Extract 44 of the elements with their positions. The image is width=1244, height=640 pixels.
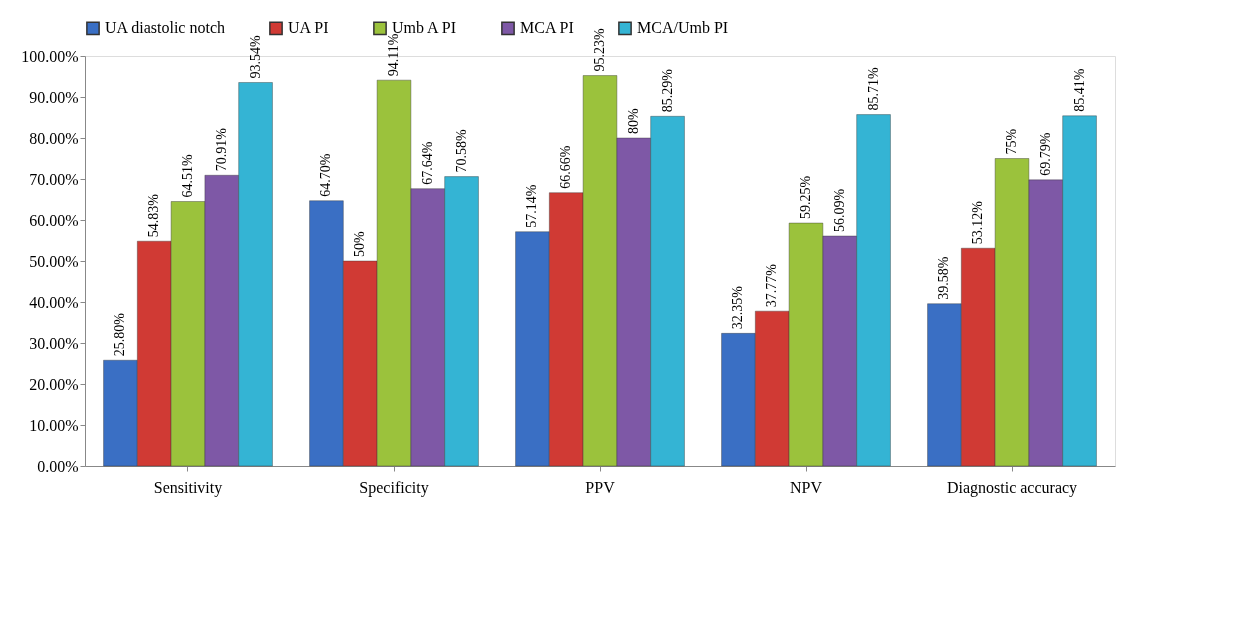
data-label: 59.25% [798, 175, 813, 220]
y-tick-label: 60.00% [29, 211, 79, 229]
data-label: 56.09% [831, 188, 847, 233]
data-label: 54.83% [146, 193, 162, 238]
x-tick-label: Diagnostic accuracy [946, 478, 1078, 497]
y-tick-label: 30.00% [29, 334, 79, 352]
data-label: 50% [352, 231, 368, 257]
legend-label: UA diastolic notch [105, 19, 225, 37]
y-tick-label: 70.00% [29, 170, 79, 188]
y-tick-label: 90.00% [29, 88, 79, 106]
data-label: 57.14% [524, 184, 540, 228]
x-tick-label: Specificity [359, 478, 429, 497]
x-tick-label: Sensitivity [153, 478, 223, 497]
y-tick-label: 50.00% [29, 252, 79, 270]
data-label: 93.54% [247, 34, 263, 79]
y-tick-label: 100.00% [21, 47, 79, 65]
data-label: 37.77% [764, 263, 780, 308]
y-tick-label: 80.00% [29, 129, 79, 147]
data-label: 85.29% [659, 68, 675, 113]
data-label: 53.12% [970, 200, 986, 245]
data-label: 85.71% [865, 67, 881, 111]
legend-label: MCA/Umb PI [637, 19, 729, 37]
data-label: 67.64% [419, 141, 435, 185]
legend-label: UA PI [288, 19, 329, 37]
data-label: 64.51% [180, 154, 195, 198]
y-tick-label: 0.00% [37, 457, 79, 475]
data-label: 70.91% [213, 127, 229, 172]
data-label: 70.58% [453, 129, 469, 173]
data-label: 69.79% [1037, 132, 1053, 176]
data-label: 80% [625, 108, 641, 134]
y-tick-label: 20.00% [29, 375, 79, 393]
data-label: 64.70% [318, 153, 334, 197]
data-label: 32.35% [730, 285, 746, 330]
x-tick-label: NPV [789, 478, 823, 496]
data-label: 85.41% [1071, 68, 1087, 112]
x-tick-label: PPV [585, 478, 616, 496]
data-label: 75% [1004, 128, 1019, 155]
data-label: 39.58% [936, 256, 952, 300]
y-tick-label: 40.00% [29, 293, 79, 311]
data-label: 25.80% [112, 312, 128, 357]
data-label: 66.66% [558, 145, 574, 189]
legend-label: MCA PI [520, 19, 574, 37]
y-tick-label: 10.00% [29, 416, 79, 434]
data-label: 95.23% [592, 28, 607, 72]
